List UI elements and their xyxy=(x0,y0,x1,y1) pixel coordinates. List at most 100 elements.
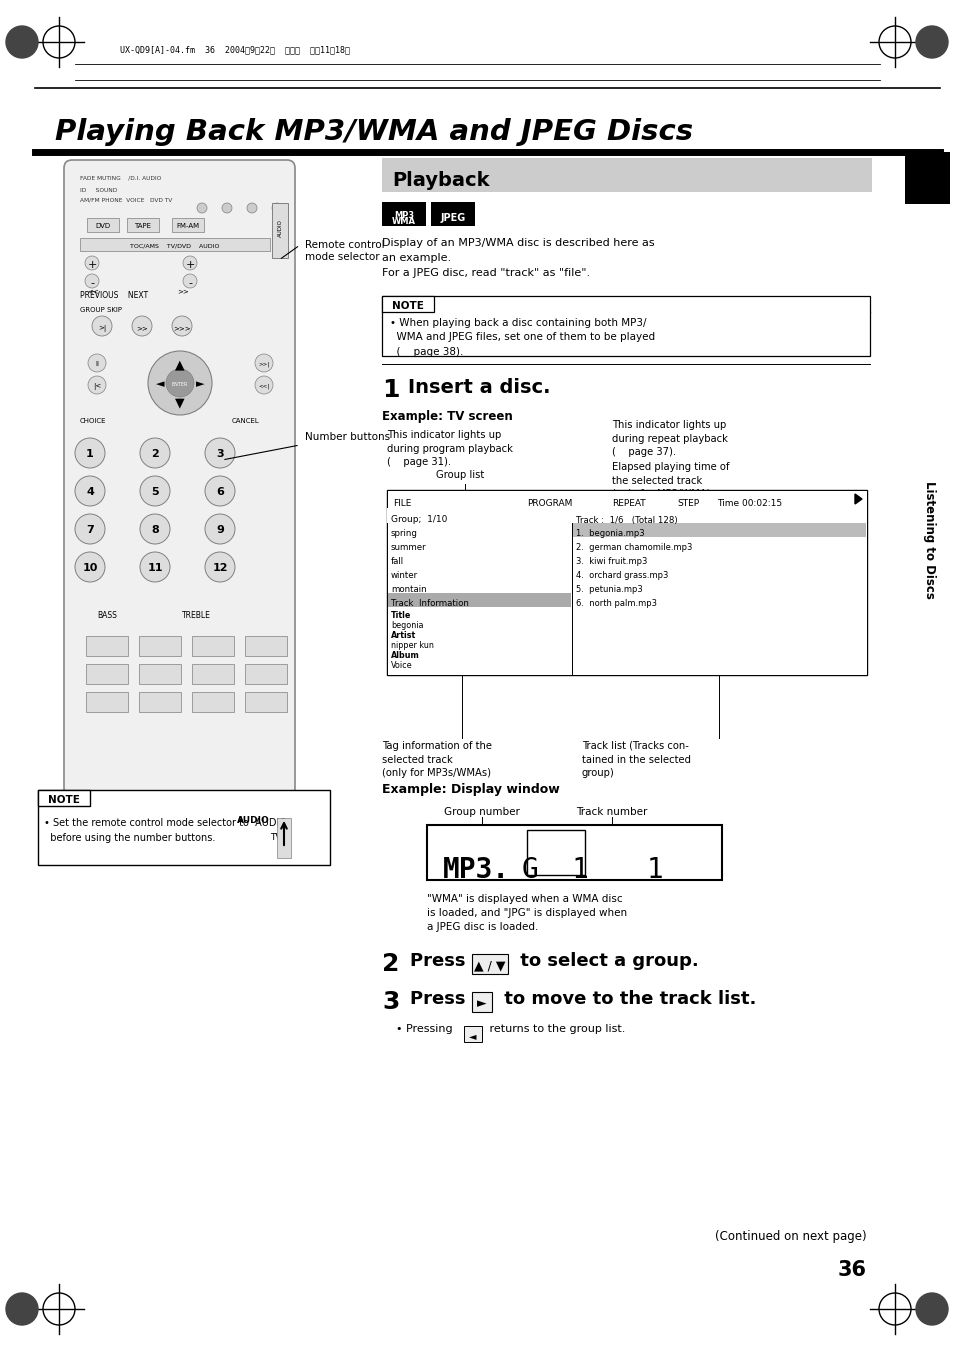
Bar xyxy=(572,508,866,676)
Text: ENTER: ENTER xyxy=(172,381,188,386)
Circle shape xyxy=(205,476,234,507)
Text: Track list (Tracks con-
tained in the selected
group): Track list (Tracks con- tained in the se… xyxy=(581,740,690,778)
Text: Example: Display window: Example: Display window xyxy=(381,784,559,796)
Text: Listening to Discs: Listening to Discs xyxy=(923,481,936,598)
Text: NOTE: NOTE xyxy=(392,301,423,311)
Bar xyxy=(387,508,572,676)
Text: Voice: Voice xyxy=(391,662,413,670)
Text: -: - xyxy=(90,278,94,288)
Text: ◄: ◄ xyxy=(155,380,164,389)
Text: AUDIO: AUDIO xyxy=(277,219,282,236)
Bar xyxy=(86,692,128,712)
Text: returns to the group list.: returns to the group list. xyxy=(485,1024,625,1034)
Text: 1.  begonia.mp3: 1. begonia.mp3 xyxy=(576,530,644,539)
Circle shape xyxy=(148,351,212,415)
Circle shape xyxy=(75,476,105,507)
Bar xyxy=(388,593,571,607)
Text: 6: 6 xyxy=(215,486,224,497)
Text: This indicator lights up
during program playback
(    page 31).: This indicator lights up during program … xyxy=(387,430,513,467)
Bar xyxy=(463,1025,481,1042)
Bar xyxy=(573,523,865,536)
Text: TOC/AMS    TV/DVD    AUDIO: TOC/AMS TV/DVD AUDIO xyxy=(131,243,219,249)
Text: • When playing back a disc containing both MP3/
  WMA and JPEG files, set one of: • When playing back a disc containing bo… xyxy=(390,317,655,357)
Text: CHOICE: CHOICE xyxy=(80,417,107,424)
Bar xyxy=(172,218,204,232)
Text: GROUP SKIP: GROUP SKIP xyxy=(80,307,122,313)
Bar xyxy=(245,636,287,657)
Bar xyxy=(80,238,270,251)
Text: ▲: ▲ xyxy=(175,358,185,372)
Text: TV: TV xyxy=(270,834,281,842)
Text: >|: >| xyxy=(98,324,106,331)
Text: Track :  1/6   (Total 128): Track : 1/6 (Total 128) xyxy=(576,516,677,524)
Text: to move to the track list.: to move to the track list. xyxy=(497,990,756,1008)
Circle shape xyxy=(85,274,99,288)
Bar xyxy=(87,218,119,232)
Text: <<: << xyxy=(87,288,99,295)
Text: Number buttons: Number buttons xyxy=(305,432,390,442)
Bar xyxy=(52,158,330,858)
Text: 9: 9 xyxy=(215,526,224,535)
Text: AUDIO: AUDIO xyxy=(236,816,270,825)
Text: "WMA" is displayed when a WMA disc
is loaded, and "JPG" is displayed when
a JPEG: "WMA" is displayed when a WMA disc is lo… xyxy=(427,894,626,932)
Bar xyxy=(381,296,434,312)
Circle shape xyxy=(91,316,112,336)
Text: Album: Album xyxy=(391,651,419,661)
Text: 10: 10 xyxy=(82,563,97,573)
Circle shape xyxy=(88,376,106,394)
Text: NOTE: NOTE xyxy=(48,794,80,805)
Text: REPEAT: REPEAT xyxy=(612,500,645,508)
Text: BASS: BASS xyxy=(97,611,117,620)
Bar xyxy=(276,817,291,858)
Circle shape xyxy=(205,513,234,544)
Bar xyxy=(904,153,949,204)
Circle shape xyxy=(254,376,273,394)
Text: 8: 8 xyxy=(151,526,159,535)
Bar xyxy=(572,508,866,523)
Circle shape xyxy=(6,1293,38,1325)
Text: • Pressing: • Pressing xyxy=(395,1024,456,1034)
Text: 11: 11 xyxy=(147,563,163,573)
Circle shape xyxy=(140,438,170,467)
Text: PROGRAM: PROGRAM xyxy=(526,500,572,508)
Text: Insert a disc.: Insert a disc. xyxy=(408,378,550,397)
Text: 6.  north palm.mp3: 6. north palm.mp3 xyxy=(576,600,657,608)
Text: Tag information of the
selected track
(only for MP3s/WMAs): Tag information of the selected track (o… xyxy=(381,740,492,778)
Circle shape xyxy=(254,354,273,372)
Text: Group number: Group number xyxy=(443,807,519,817)
Bar xyxy=(431,203,475,226)
Circle shape xyxy=(205,553,234,582)
Text: Press: Press xyxy=(410,990,471,1008)
Text: STEP: STEP xyxy=(677,500,699,508)
Text: This indicator lights up
during repeat playback
(    page 37).: This indicator lights up during repeat p… xyxy=(612,420,727,457)
Bar xyxy=(245,692,287,712)
Bar xyxy=(427,825,721,880)
Text: JPEG: JPEG xyxy=(440,213,465,223)
Circle shape xyxy=(140,513,170,544)
Text: Display of an MP3/WMA disc is described here as
an example.
For a JPEG disc, rea: Display of an MP3/WMA disc is described … xyxy=(381,238,654,277)
Bar xyxy=(387,508,572,523)
Text: 4: 4 xyxy=(86,486,93,497)
Text: |<: |< xyxy=(92,382,101,389)
Text: 3: 3 xyxy=(381,990,399,1015)
Bar xyxy=(38,790,90,807)
Text: FILE: FILE xyxy=(393,500,411,508)
Bar xyxy=(192,636,233,657)
Bar xyxy=(139,692,181,712)
Text: ID     SOUND: ID SOUND xyxy=(80,188,117,193)
Bar xyxy=(381,158,871,192)
Bar xyxy=(139,636,181,657)
Text: to select a group.: to select a group. xyxy=(514,952,698,970)
Text: Group list: Group list xyxy=(436,470,483,480)
Text: 1: 1 xyxy=(646,857,663,884)
Text: spring: spring xyxy=(391,530,417,539)
Text: winter: winter xyxy=(391,571,417,581)
Text: G  1: G 1 xyxy=(522,857,589,884)
Text: 12: 12 xyxy=(212,563,228,573)
Circle shape xyxy=(88,354,106,372)
Bar xyxy=(127,218,159,232)
Text: TREBLE: TREBLE xyxy=(182,611,211,620)
Text: 1: 1 xyxy=(86,449,93,459)
Circle shape xyxy=(6,26,38,58)
Text: II: II xyxy=(95,361,99,367)
